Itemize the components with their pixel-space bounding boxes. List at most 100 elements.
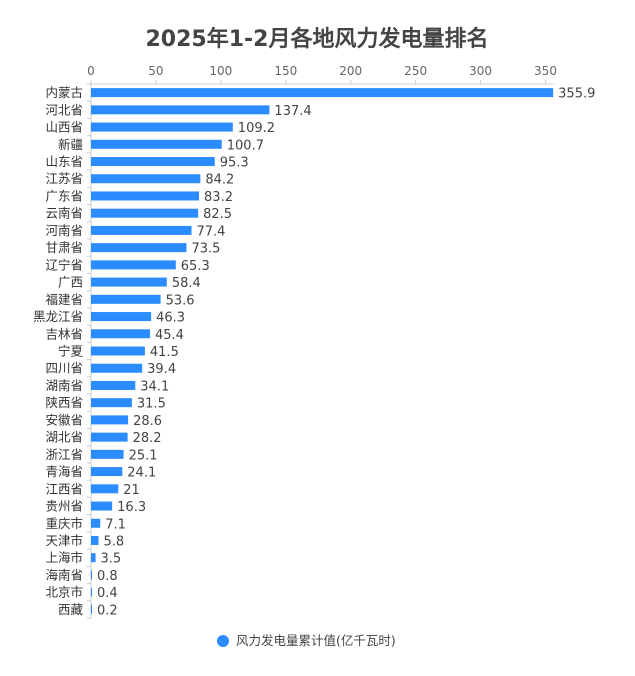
y-tick-label: 北京市 <box>45 585 83 600</box>
y-tick-label: 黑龙江省 <box>33 309 83 324</box>
data-label: 77.4 <box>197 224 226 239</box>
bar <box>91 277 167 287</box>
data-label: 355.9 <box>558 87 595 102</box>
data-label: 109.2 <box>238 121 275 136</box>
y-tick-label: 辽宁省 <box>45 257 83 272</box>
y-tick-label: 云南省 <box>45 206 83 221</box>
bar <box>91 105 270 115</box>
data-label: 0.4 <box>97 586 118 601</box>
y-tick-label: 湖北省 <box>45 430 83 445</box>
data-label: 31.5 <box>137 397 166 412</box>
bar <box>91 535 99 545</box>
y-tick-label: 重庆市 <box>45 516 83 531</box>
legend-label: 风力发电量累计值(亿千瓦时) <box>236 633 396 648</box>
data-label: 65.3 <box>181 259 210 274</box>
y-tick-label: 江西省 <box>45 481 83 496</box>
bar <box>91 380 136 390</box>
y-tick-label: 吉林省 <box>45 326 83 341</box>
data-label: 73.5 <box>191 242 220 257</box>
data-label: 53.6 <box>166 293 195 308</box>
bar <box>91 225 192 235</box>
bar <box>91 501 113 511</box>
y-tick-label: 贵州省 <box>45 499 83 514</box>
x-tick-label: 0 <box>87 64 95 78</box>
y-tick-label: 福建省 <box>45 292 83 307</box>
y-tick-label: 山西省 <box>45 120 83 135</box>
y-tick-label: 浙江省 <box>45 447 83 462</box>
bar <box>91 139 222 149</box>
data-label: 46.3 <box>156 311 185 326</box>
y-tick-label: 安徽省 <box>45 412 83 427</box>
data-label: 24.1 <box>127 466 156 481</box>
bar <box>91 449 124 459</box>
bar <box>91 484 119 494</box>
bar <box>91 312 152 322</box>
y-tick-label: 甘肃省 <box>45 240 83 255</box>
data-label: 3.5 <box>101 552 122 567</box>
data-label: 28.6 <box>133 414 162 429</box>
data-label: 82.5 <box>203 207 232 222</box>
bar <box>91 363 143 373</box>
y-tick-label: 山东省 <box>45 154 83 169</box>
y-tick-label: 宁夏 <box>58 344 84 359</box>
y-tick-label: 西藏 <box>58 602 84 617</box>
y-tick-label: 海南省 <box>45 567 83 582</box>
y-tick-label: 四川省 <box>45 361 83 376</box>
data-label: 45.4 <box>155 328 184 343</box>
bar <box>91 88 554 98</box>
y-tick-label: 广东省 <box>45 188 83 203</box>
bar <box>91 415 129 425</box>
bar <box>91 294 161 304</box>
y-tick-label: 内蒙古 <box>45 85 83 100</box>
data-label: 84.2 <box>205 173 234 188</box>
legend-marker <box>217 635 229 647</box>
bar <box>91 157 215 167</box>
data-label: 21 <box>123 483 140 498</box>
data-label: 28.2 <box>133 431 162 446</box>
bar <box>91 174 201 184</box>
data-label: 100.7 <box>227 138 264 153</box>
bar <box>91 587 92 597</box>
y-tick-label: 广西 <box>58 275 83 290</box>
y-tick-label: 河北省 <box>45 102 83 117</box>
bar <box>91 553 96 563</box>
bar <box>91 208 199 218</box>
x-tick-label: 350 <box>534 64 557 78</box>
bar <box>91 432 128 442</box>
y-tick-label: 上海市 <box>45 550 83 565</box>
bar <box>91 191 200 201</box>
bar <box>91 467 123 477</box>
x-tick-label: 200 <box>339 64 362 78</box>
x-tick-label: 50 <box>148 64 163 78</box>
data-label: 5.8 <box>104 534 125 549</box>
data-label: 34.1 <box>140 379 169 394</box>
x-tick-label: 100 <box>209 64 232 78</box>
data-label: 7.1 <box>105 517 126 532</box>
data-label: 0.2 <box>97 603 118 618</box>
bar <box>91 122 233 132</box>
bar <box>91 329 150 339</box>
y-tick-label: 湖南省 <box>45 378 83 393</box>
bar <box>91 518 101 528</box>
bar <box>91 260 176 270</box>
data-label: 39.4 <box>147 362 176 377</box>
data-label: 0.8 <box>97 569 118 584</box>
bar <box>91 346 145 356</box>
y-tick-label: 新疆 <box>58 137 83 152</box>
legend[interactable]: 风力发电量累计值(亿千瓦时) <box>217 633 396 648</box>
y-tick-label: 江苏省 <box>45 171 83 186</box>
bar <box>91 604 92 614</box>
data-label: 41.5 <box>150 345 179 360</box>
bar <box>91 570 93 580</box>
x-tick-label: 300 <box>469 64 492 78</box>
y-tick-label: 陕西省 <box>45 395 83 410</box>
x-tick-label: 150 <box>274 64 297 78</box>
data-label: 16.3 <box>117 500 146 515</box>
y-tick-label: 河南省 <box>45 223 83 238</box>
bar <box>91 398 132 408</box>
data-label: 95.3 <box>220 156 249 171</box>
x-tick-label: 250 <box>404 64 427 78</box>
y-tick-label: 天津市 <box>45 533 83 548</box>
data-label: 58.4 <box>172 276 201 291</box>
